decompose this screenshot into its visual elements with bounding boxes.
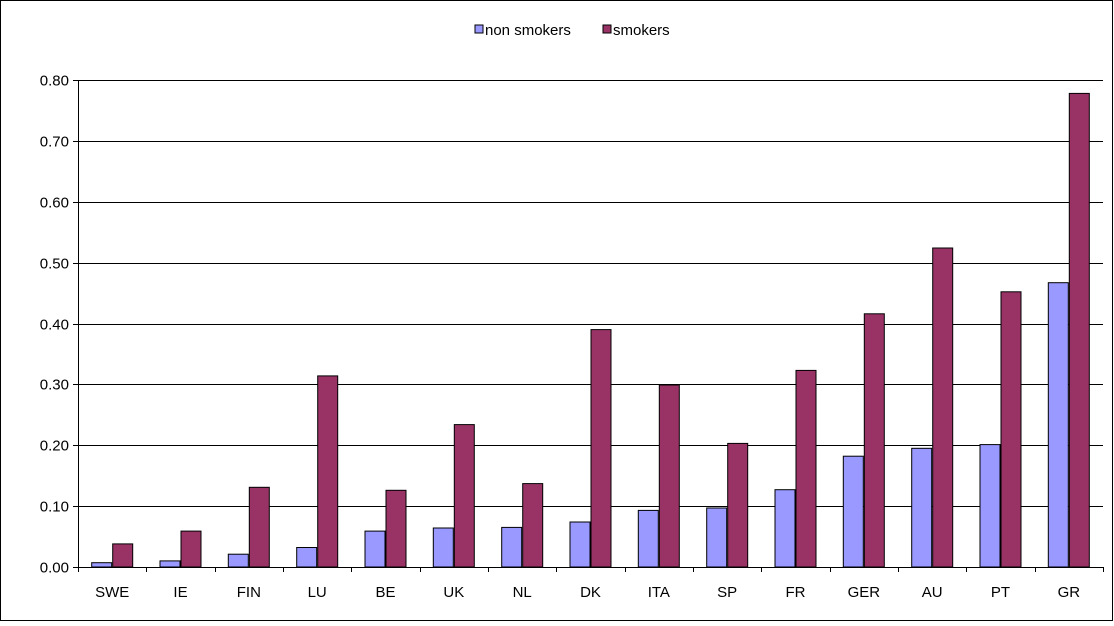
x-axis-tick-labels: SWE IE FIN LU BE UK NL DK ITA SP FR GER AU PT GR — [95, 584, 1080, 601]
legend-swatch-non-smokers — [474, 24, 484, 34]
x-tick-label: FR — [786, 584, 806, 601]
x-tick-label: UK — [443, 584, 464, 601]
y-tick-label: 0.20 — [40, 438, 69, 455]
y-tick-label: 0.40 — [40, 317, 69, 334]
bar-non-smokers-fr — [774, 489, 796, 568]
y-tick-label: 0.80 — [40, 73, 69, 90]
bar-non-smokers-ita — [637, 509, 659, 568]
bar-non-smokers-sp — [706, 507, 728, 568]
bar-non-smokers-lu — [296, 547, 318, 568]
bar-smokers-ger — [863, 313, 885, 568]
y-tick-label: 0.00 — [40, 560, 69, 577]
y-axis-tick-labels: 0.00 0.10 0.20 0.30 0.40 0.50 0.60 0.70 0.80 — [40, 73, 69, 577]
x-tick-label: SWE — [95, 584, 129, 601]
y-tick-label: 0.60 — [40, 195, 69, 212]
bar-non-smokers-fin — [227, 553, 249, 568]
x-tick-label: ITA — [648, 584, 670, 601]
y-tick-label: 0.10 — [40, 499, 69, 516]
x-tick-label: IE — [173, 584, 187, 601]
bar-smokers-ita — [658, 384, 680, 568]
bar-smokers-fr — [795, 369, 817, 568]
bar-non-smokers-uk — [432, 527, 454, 568]
bar-non-smokers-dk — [569, 521, 591, 568]
bar-smokers-fin — [248, 486, 270, 568]
bar-smokers-gr — [1068, 92, 1090, 568]
x-tick-label: GER — [848, 584, 881, 601]
bar-smokers-ie — [180, 530, 202, 568]
bar-smokers-nl — [522, 483, 544, 568]
bar-smokers-sp — [727, 442, 749, 568]
bar-non-smokers-au — [911, 447, 933, 568]
bar-non-smokers-gr — [1047, 282, 1069, 568]
x-tick-label: AU — [922, 584, 943, 601]
x-tick-label: LU — [308, 584, 327, 601]
legend-swatch-smokers — [602, 24, 612, 34]
x-tick-label: GR — [1058, 584, 1081, 601]
y-tick-label: 0.50 — [40, 256, 69, 273]
bar-smokers-pt — [1000, 291, 1022, 568]
bar-non-smokers-ie — [159, 560, 181, 568]
legend-label-smokers: smokers — [613, 22, 670, 39]
x-tick-label: BE — [375, 584, 395, 601]
bar-non-smokers-swe — [91, 562, 113, 568]
y-tick-label: 0.30 — [40, 377, 69, 394]
bar-non-smokers-be — [364, 530, 386, 568]
bar-non-smokers-nl — [501, 526, 523, 568]
y-tick-label: 0.70 — [40, 134, 69, 151]
bar-smokers-dk — [590, 329, 612, 568]
x-tick-label: PT — [991, 584, 1010, 601]
x-tick-label: NL — [513, 584, 532, 601]
x-tick-label: SP — [717, 584, 737, 601]
bar-smokers-be — [385, 489, 407, 568]
bar-smokers-uk — [453, 424, 475, 568]
legend: non smokers smokers — [474, 22, 670, 39]
bars — [91, 92, 1090, 568]
bar-smokers-au — [932, 247, 954, 568]
bar-non-smokers-pt — [979, 444, 1001, 568]
axes — [73, 80, 1104, 572]
bar-non-smokers-ger — [842, 455, 864, 568]
x-tick-label: DK — [580, 584, 601, 601]
x-tick-label: FIN — [237, 584, 261, 601]
bar-smokers-swe — [112, 543, 134, 568]
bar-smokers-lu — [317, 375, 339, 568]
legend-label-non-smokers: non smokers — [485, 22, 571, 39]
